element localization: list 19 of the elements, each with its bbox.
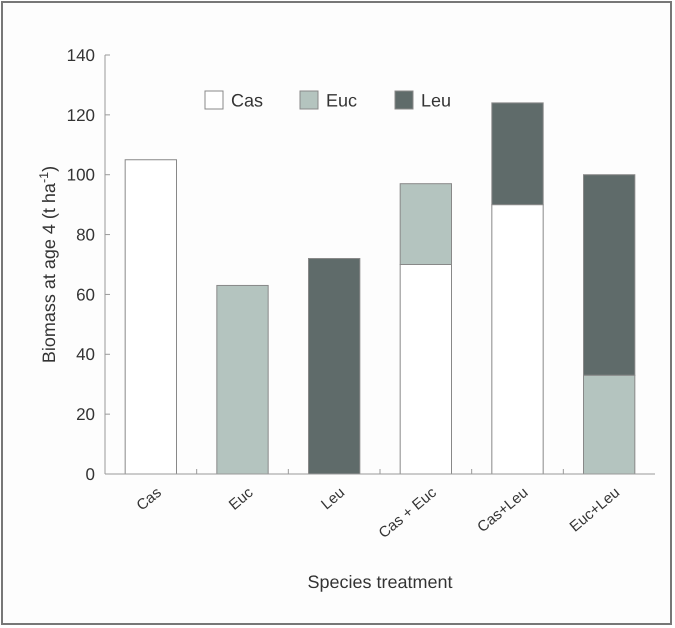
bar [124,159,177,474]
y-tick-label: 40 [76,345,95,364]
y-tick-label: 120 [66,106,95,125]
x-axis-title: Species treatment [307,572,453,592]
y-tick-label: 60 [76,285,95,304]
x-tick-label: Leu [318,484,348,514]
y-tick-label: 100 [66,166,95,185]
legend-label: Cas [231,90,264,110]
y-tick-label: 140 [66,46,95,65]
bar [216,284,269,474]
x-tick-label: Euc [226,484,257,514]
y-tick-label: 20 [76,405,95,424]
legend-label: Leu [421,90,452,110]
y-tick-label: 0 [86,464,95,484]
y-tick-label: 80 [76,226,95,245]
bar [308,258,360,474]
legend-label: Euc [326,90,358,110]
x-tick-label: Cas [133,484,165,514]
x-tick-label: Cas + Euc [376,484,440,542]
